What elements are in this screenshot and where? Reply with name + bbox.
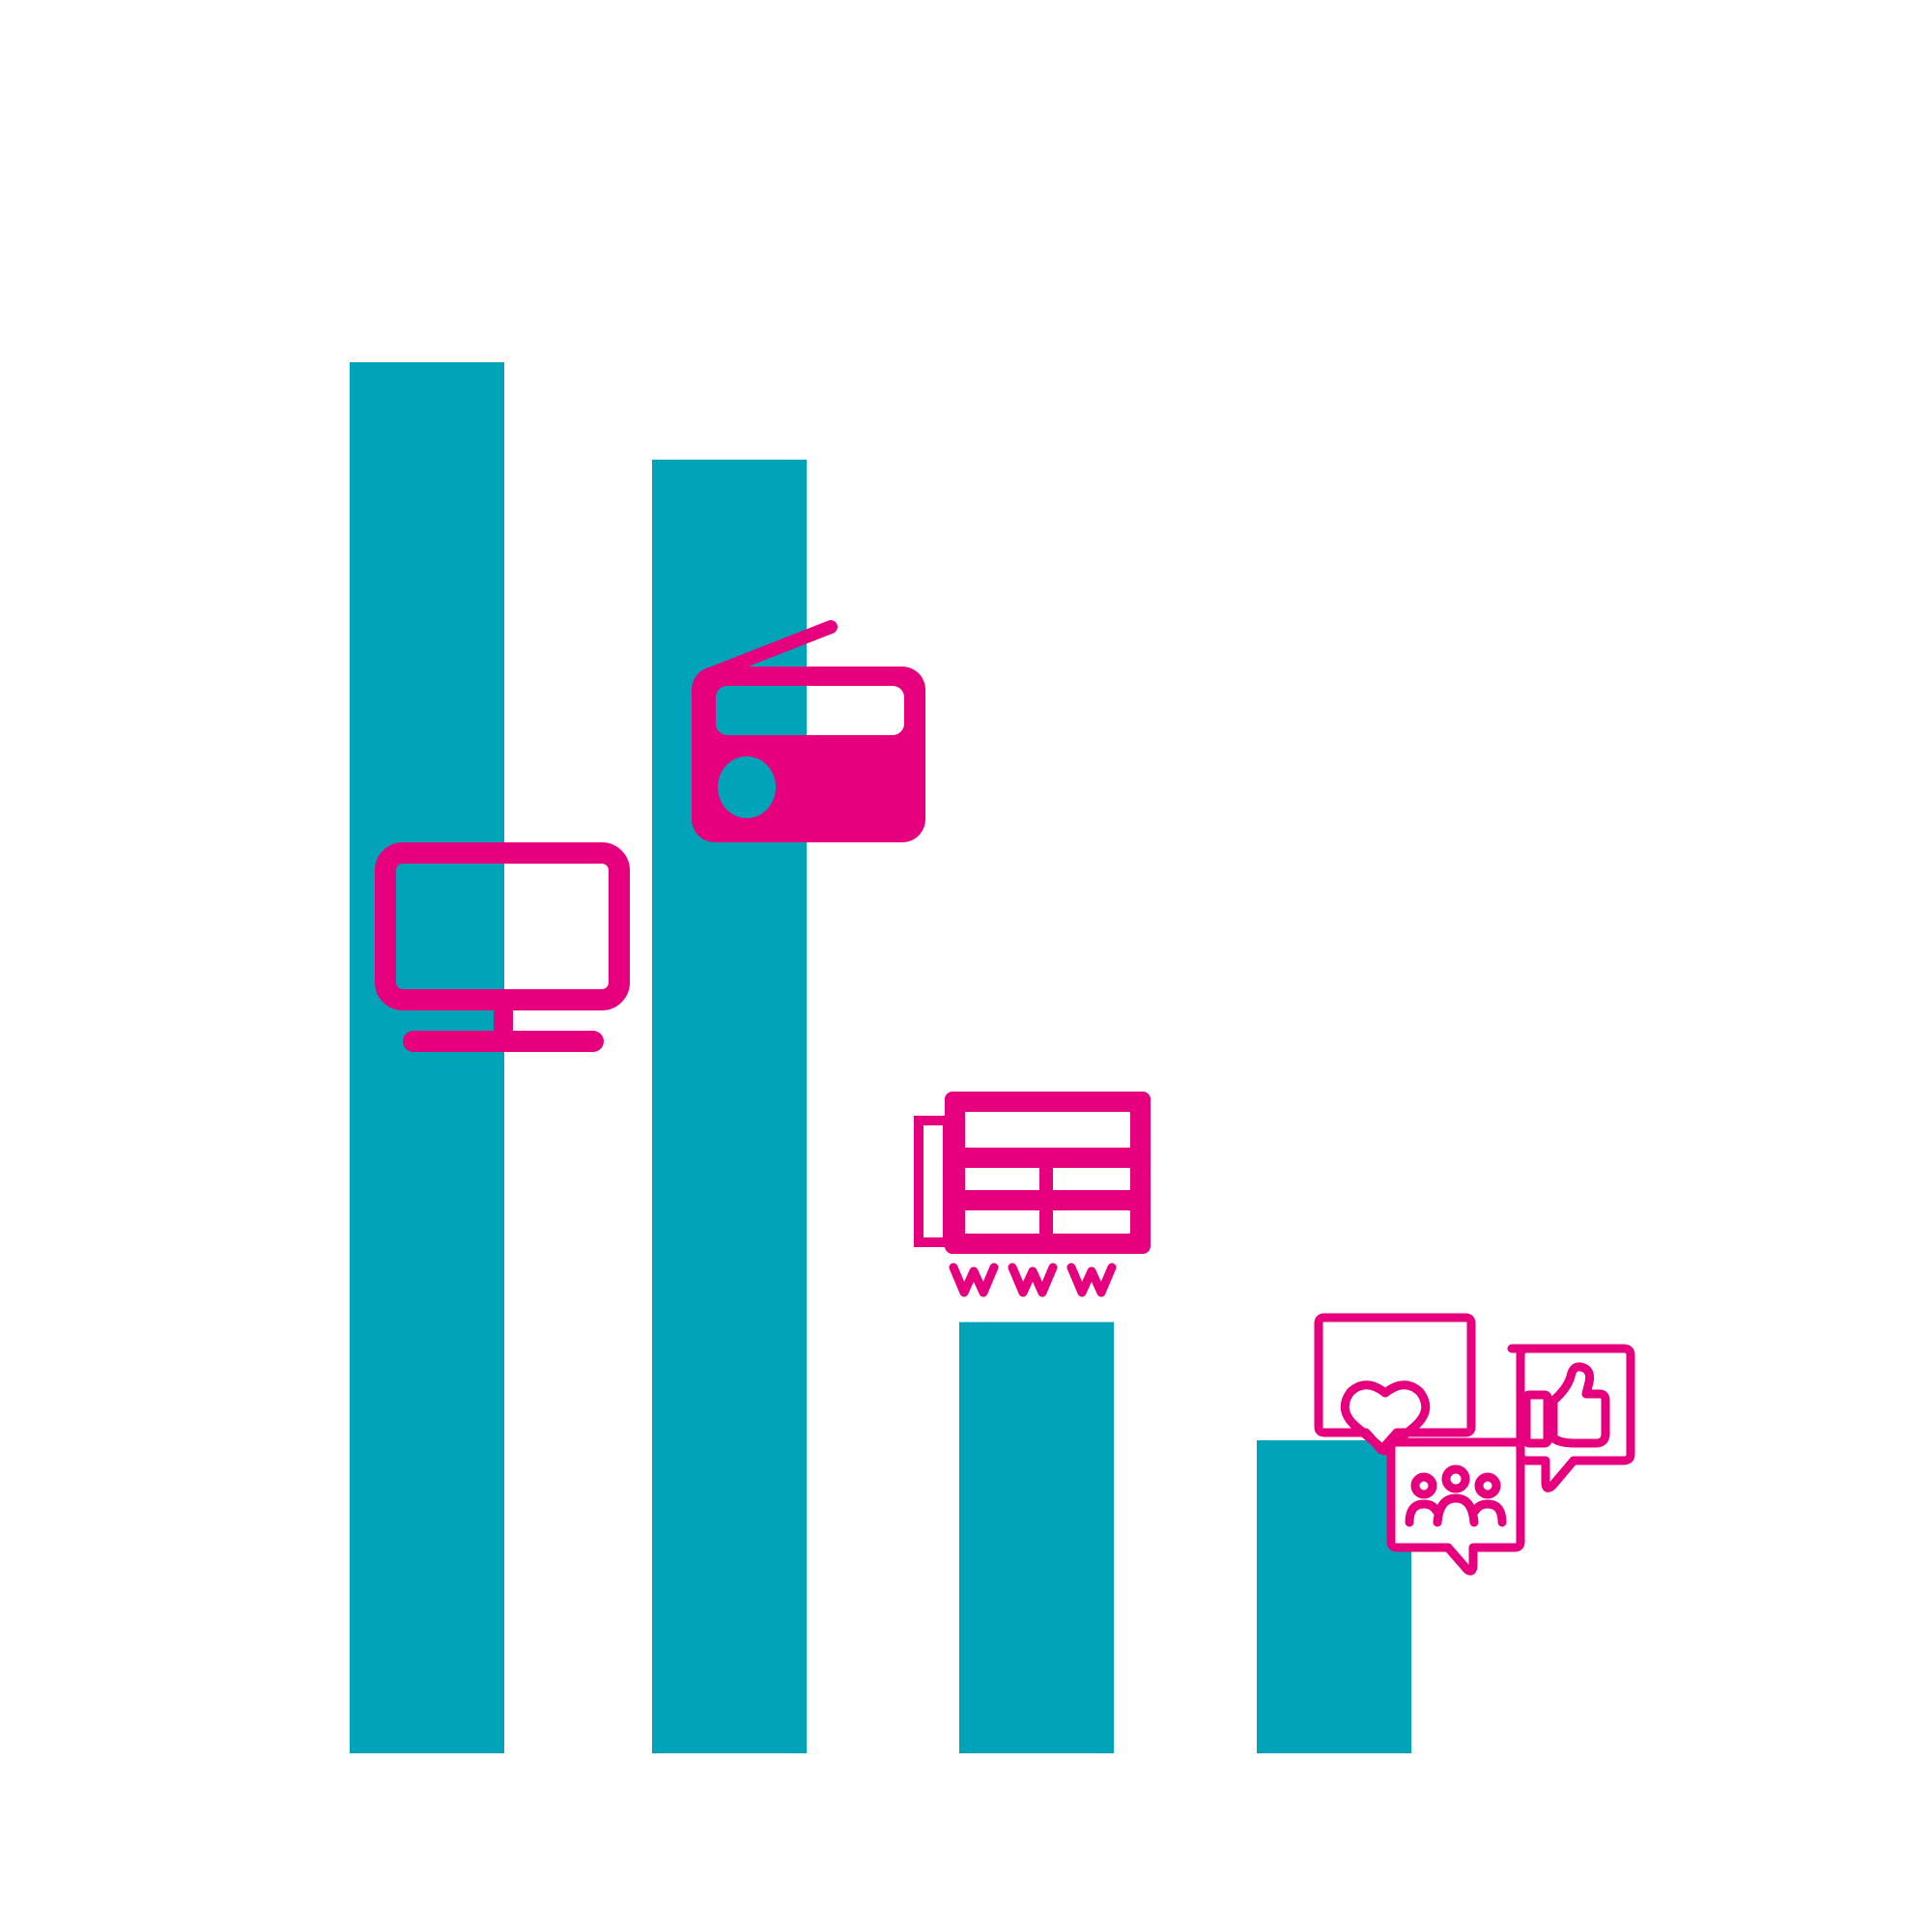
bar-radio xyxy=(652,459,807,1753)
bar-social-media xyxy=(1257,1440,1411,1753)
icons-layer xyxy=(375,620,1635,1576)
bar-television xyxy=(350,362,504,1753)
radio-icon xyxy=(692,620,925,842)
website-icon xyxy=(914,1092,1151,1297)
bars-layer xyxy=(350,362,1411,1753)
television-icon xyxy=(375,842,630,1052)
social-media-icon xyxy=(1314,1313,1635,1576)
bar-website xyxy=(959,1321,1114,1753)
